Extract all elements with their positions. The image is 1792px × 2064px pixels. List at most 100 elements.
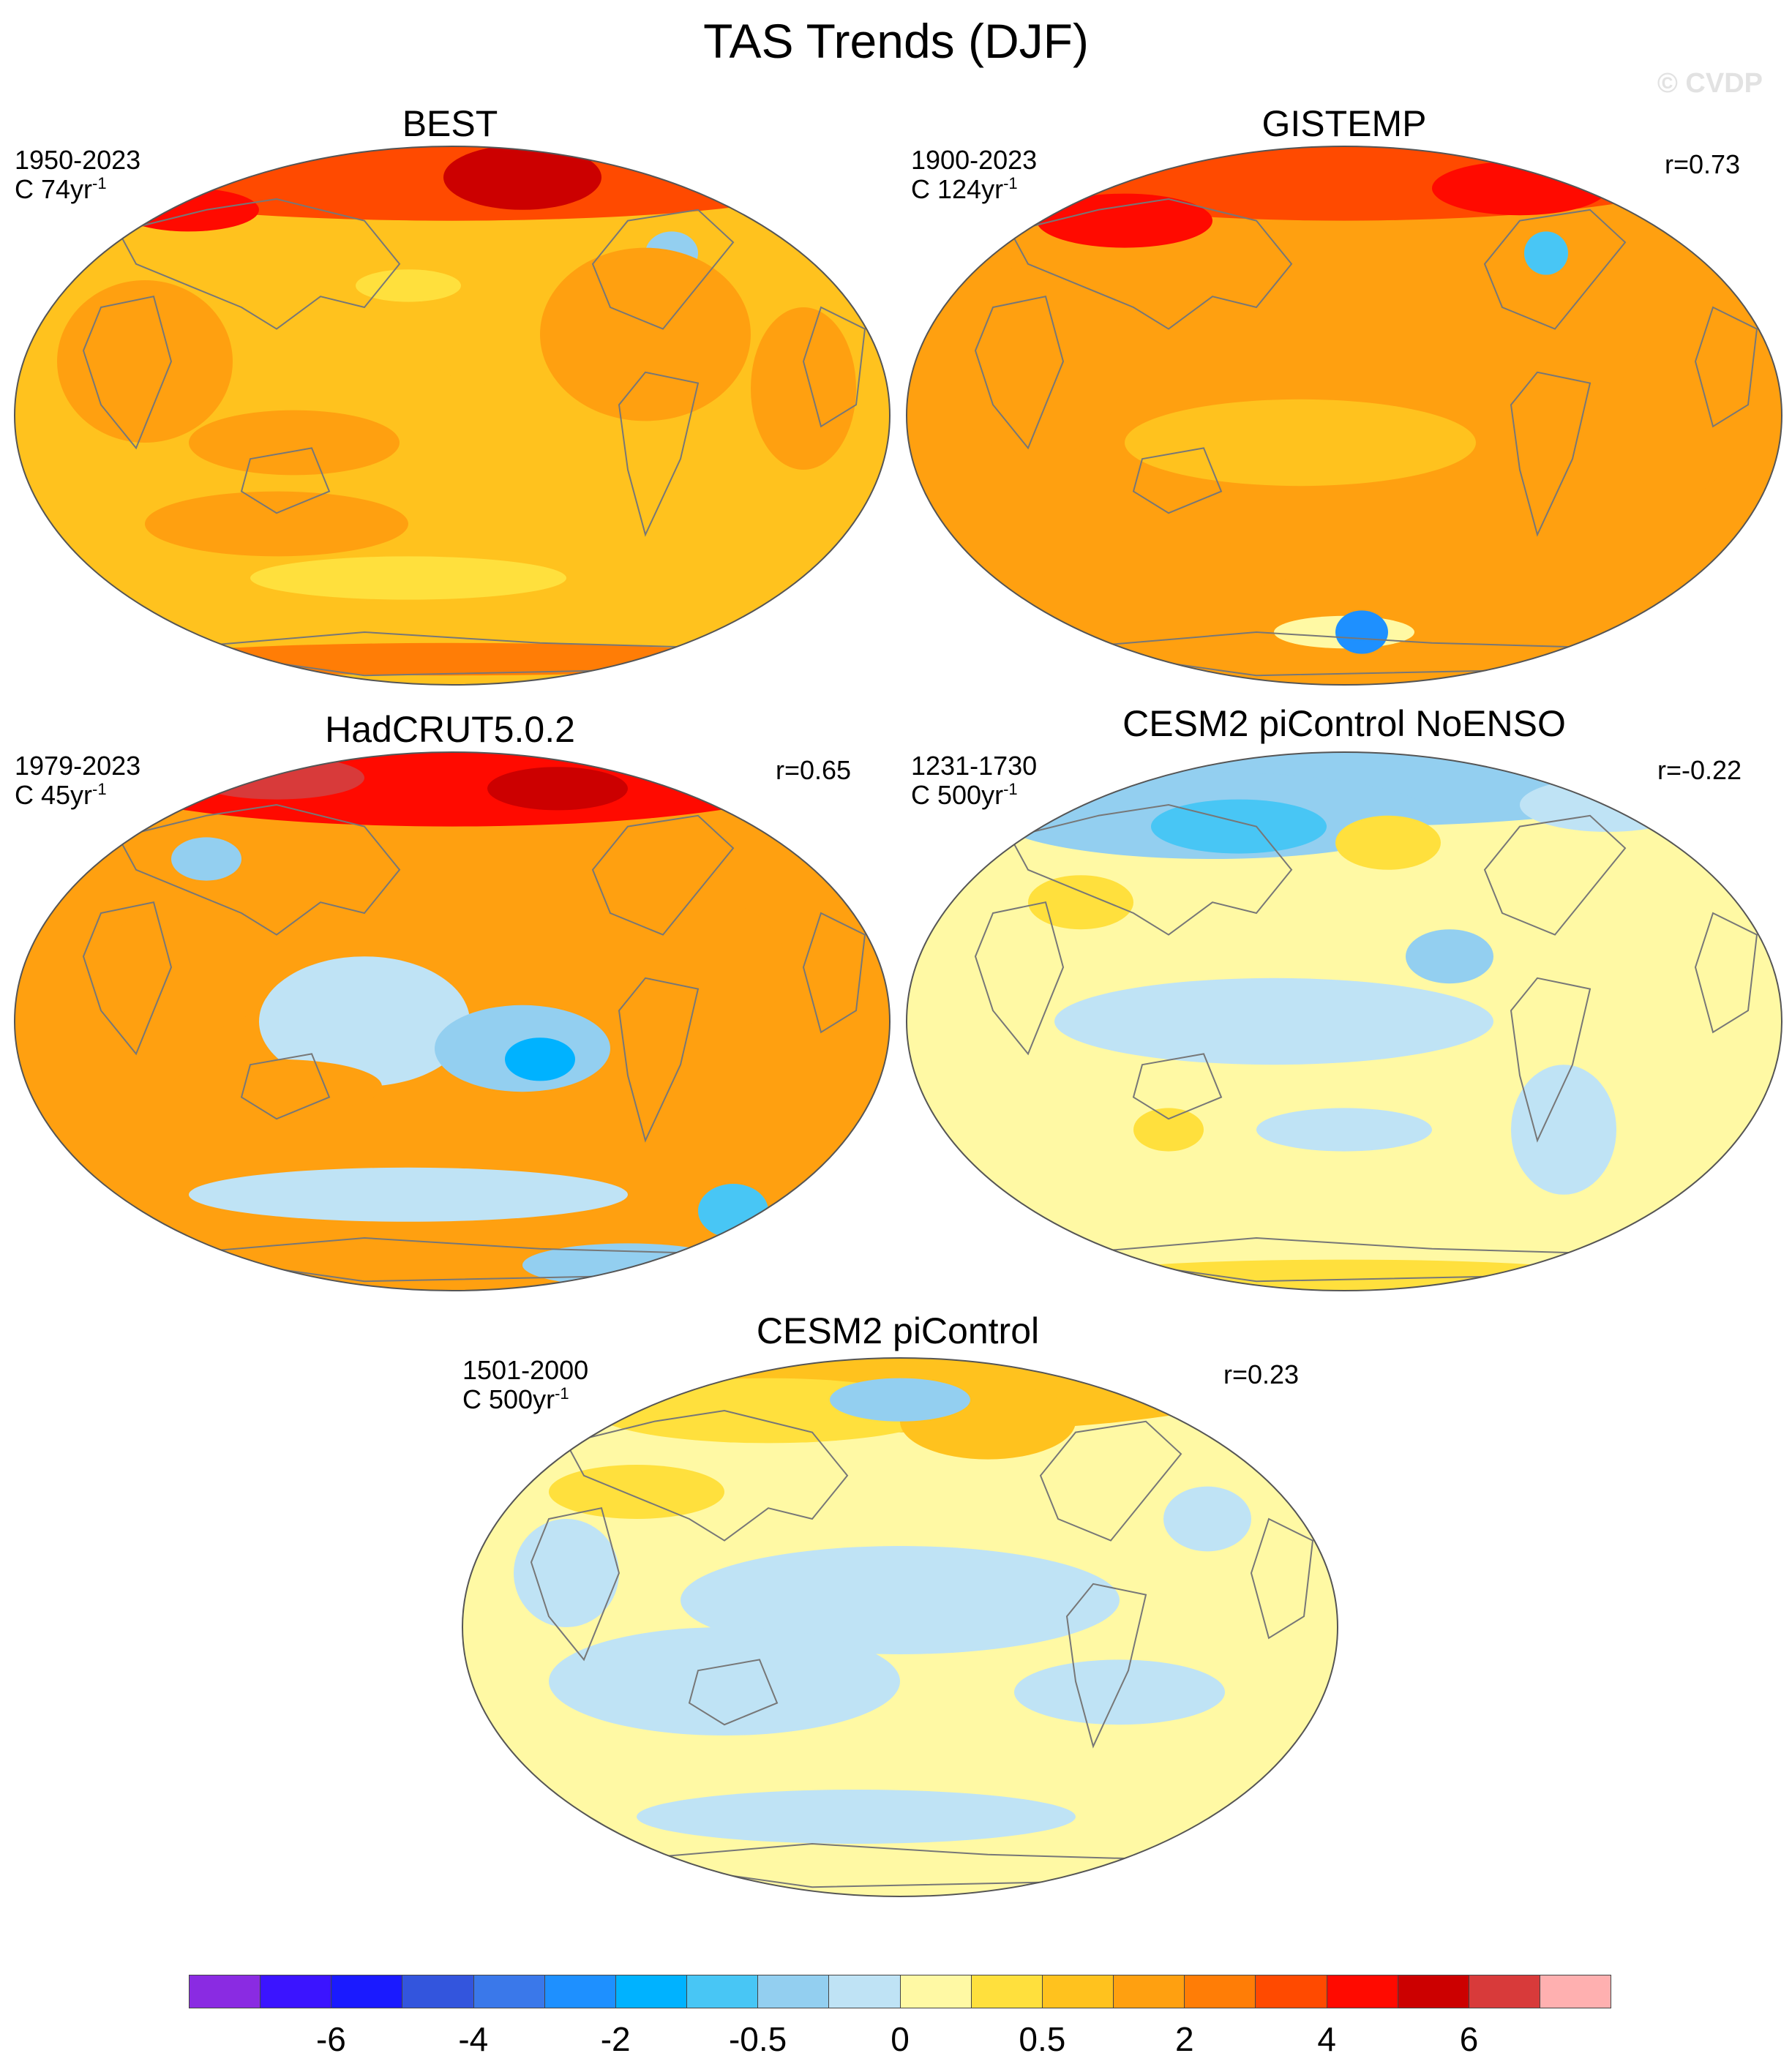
coastline [802,912,866,1034]
trend-contour [1037,540,1300,595]
map-gistemp [906,146,1782,686]
coastline [1483,814,1627,936]
coastline [1039,1420,1182,1542]
trend-contour [443,146,601,210]
coastline [565,1409,849,1542]
colorbar-swatch [544,1975,616,2008]
coastline [591,209,735,330]
trend-contour [681,1546,1120,1654]
trend-contour [145,491,408,557]
colorbar-swatch [687,1975,759,2008]
coastline [1009,198,1293,330]
coastline [974,296,1065,450]
colorbar-tick-label: 0 [891,2020,910,2058]
trend-contour [514,1519,619,1627]
trend-contour [1335,610,1388,654]
colorbar-tick-label: -4 [458,2020,489,2058]
trend-contour [1520,778,1695,832]
colorbar-swatch [1042,1975,1114,2008]
coastline [1510,371,1592,537]
coastline [240,447,331,514]
trend-contour [1081,1259,1608,1291]
coastline [82,296,173,450]
coastline [688,1659,779,1726]
trend-contour [57,280,233,443]
trend-contour [189,1167,628,1222]
panel-title: HadCRUT5.0.2 [325,709,575,750]
map-border [14,751,891,1291]
coastline [1132,1053,1223,1120]
map-field [462,1358,1338,1896]
panel-title: GISTEMP [1261,103,1427,144]
trend-contour [1028,875,1133,930]
panel-count: C 500yr-1 [462,1384,569,1414]
map-panel-best: BEST 1950-2023 C 74yr-1 [0,102,900,688]
panel-title: CESM2 piControl [756,1310,1040,1351]
trend-contour [1163,1486,1251,1552]
colorbar-tick-label: 0.5 [1019,2020,1066,2058]
coastline [240,1053,331,1120]
colorbar-swatch [1469,1975,1540,2008]
panel-correlation: r=0.65 [776,755,852,785]
panel-correlation: r=0.73 [1665,149,1741,179]
colorbar-swatch [758,1975,830,2008]
map-panel-gistemp: GISTEMP 1900-2023 C 124yr-1 r=0.73 [896,102,1792,688]
panel-correlation: r=-0.22 [1657,755,1742,785]
colorbar-swatch [260,1975,332,2008]
trend-contour [1256,1108,1432,1152]
trend-contour [1037,193,1212,248]
panel-period: 1231-1730 [911,751,1038,781]
map-cesm2 [462,1357,1338,1897]
map-border [462,1357,1338,1897]
panel-count: C 45yr-1 [15,780,107,810]
colorbar-swatch [1114,1975,1185,2008]
colorbar-swatch [829,1975,901,2008]
panel-title: CESM2 piControl NoENSO [1122,703,1566,744]
trend-contour [505,1037,575,1081]
trend-contour [119,188,259,232]
coastline [591,814,735,936]
map-field [15,146,890,685]
coastline [1694,306,1758,428]
trend-contour [1616,334,1739,497]
colorbar-swatch [1327,1975,1398,2008]
map-field [15,752,890,1291]
trend-contour [949,263,1125,459]
map-cesm2-noenso [906,751,1782,1291]
map-border [906,146,1782,686]
coastline [82,901,173,1056]
colorbar-swatch [1256,1975,1327,2008]
panel-period: 1900-2023 [911,145,1038,175]
coastline [530,1507,621,1662]
coastline [1132,447,1223,514]
trend-contour [830,1378,970,1422]
trend-contour [145,642,760,676]
map-best [14,146,891,686]
colorbar-swatch [1540,1975,1611,2008]
trend-contour [751,307,856,470]
colorbar-tick-label: 2 [1175,2020,1194,2058]
trend-contour [1151,799,1327,854]
coastline [1250,1517,1314,1640]
map-field [907,146,1782,685]
map-panel-cesm2-noenso: CESM2 piControl NoENSO 1231-1730 C 500yr… [896,702,1792,1294]
trend-contour [83,752,821,811]
trend-contour [1634,632,1722,654]
coastline [974,901,1065,1056]
trend-contour [549,1627,900,1735]
coastline [1009,803,1293,936]
trend-contour [1406,929,1493,984]
colorbar-swatch [473,1975,545,2008]
coastline [1483,209,1627,330]
trend-contour [171,1059,382,1114]
panel-period: 1501-2000 [462,1355,589,1385]
trend-contour [645,902,786,1032]
panel-period: 1950-2023 [15,145,141,175]
map-hadcrut [14,751,891,1291]
map-panel-hadcrut: HadCRUT5.0.2 1979-2023 C 45yr-1 r=0.65 [0,708,900,1294]
colorbar-tick-label: -0.5 [728,2020,787,2058]
trend-contour [1014,1659,1225,1725]
panel-count: C 124yr-1 [911,174,1018,204]
trend-contour [637,1790,1076,1844]
figure-title: TAS Trends (DJF) [703,14,1089,68]
